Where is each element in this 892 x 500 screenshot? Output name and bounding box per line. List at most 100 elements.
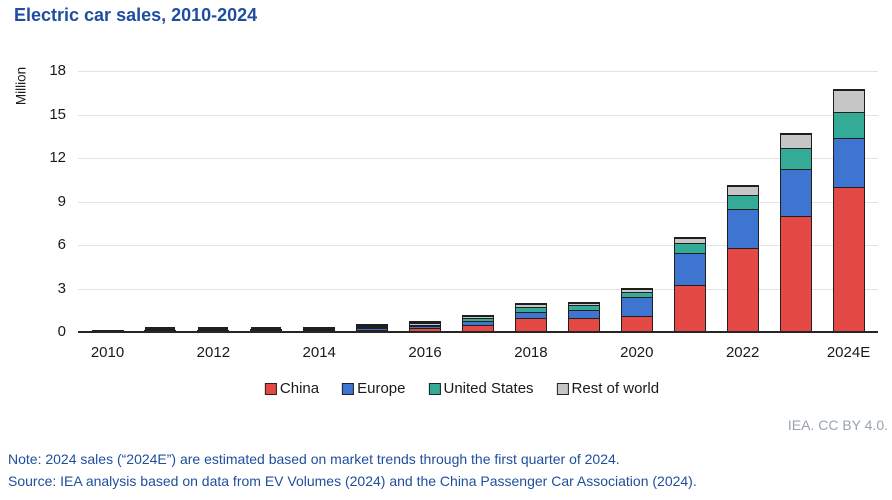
y-axis-label: Million <box>13 66 29 106</box>
bar-segment-china <box>251 330 282 331</box>
bar-segment-united-states <box>410 324 441 327</box>
bar-segment-china <box>515 317 546 331</box>
bar-segment-europe <box>515 311 546 318</box>
bar-segment-china <box>304 330 335 331</box>
bar-2015 <box>356 324 389 332</box>
y-tick-label: 12 <box>49 149 66 166</box>
x-tick-label: 2022 <box>725 344 760 361</box>
bar-segment-united-states <box>674 243 705 253</box>
legend-swatch-united-states <box>428 382 441 395</box>
bar-2024e <box>832 89 865 332</box>
note-line: Note: 2024 sales (“2024E”) are estimated… <box>8 451 620 467</box>
x-tick-label: 2014 <box>302 344 336 361</box>
bar-segment-europe <box>304 329 335 330</box>
y-tick-label: 9 <box>57 192 66 210</box>
x-axis-line <box>78 331 878 333</box>
bar-segment-rest-of-world <box>463 316 493 318</box>
bar-segment-china <box>727 247 758 331</box>
bar-segment-europe <box>833 138 864 188</box>
bar-segment-europe <box>198 329 229 330</box>
bar-segment-rest-of-world <box>568 302 599 305</box>
bar-segment-europe <box>621 297 652 316</box>
bar-segment-rest-of-world <box>251 327 282 328</box>
legend-label: Europe <box>357 380 406 397</box>
y-tick-label: 0 <box>57 323 66 340</box>
gridline <box>78 114 878 116</box>
bar-segment-rest-of-world <box>410 323 441 325</box>
bar-segment-rest-of-world <box>145 327 176 328</box>
y-tick-label: 6 <box>57 236 66 253</box>
bar-2018 <box>514 303 547 332</box>
attribution-text: IEA. CC BY 4.0. <box>787 417 888 433</box>
bar-segment-united-states <box>780 148 811 169</box>
legend-label: China <box>279 380 320 397</box>
gridline <box>78 288 878 290</box>
bar-segment-china <box>674 285 705 331</box>
bar-segment-europe <box>410 326 441 329</box>
bar-segment-china <box>780 216 811 331</box>
gridline <box>78 158 878 159</box>
bar-segment-united-states <box>145 328 176 329</box>
bar-segment-united-states <box>463 317 493 321</box>
bar-segment-united-states <box>515 306 546 312</box>
bar-segment-europe <box>357 328 388 330</box>
bar-segment-china <box>410 328 441 331</box>
legend-item-china: China <box>264 380 320 397</box>
x-tick-label: 2020 <box>620 344 654 361</box>
gridline <box>78 245 878 246</box>
bar-segment-china <box>568 317 599 331</box>
bar-segment-china <box>833 187 864 331</box>
bar-segment-rest-of-world <box>357 325 388 327</box>
bar-segment-europe <box>727 209 758 248</box>
bar-segment-united-states <box>727 194 758 210</box>
legend-item-rest-of-world: Rest of world <box>556 380 660 397</box>
bar-segment-china <box>621 315 652 331</box>
bar-segment-europe <box>251 329 282 330</box>
bar-2021 <box>673 236 706 332</box>
bar-segment-china <box>357 329 388 331</box>
x-tick-label: 2018 <box>514 344 548 361</box>
bar-2023 <box>779 133 812 332</box>
legend-label: United States <box>443 380 534 397</box>
bar-segment-united-states <box>833 111 864 139</box>
legend-item-united-states: United States <box>428 380 534 397</box>
bar-segment-europe <box>780 168 811 217</box>
legend-label: Rest of world <box>571 380 660 397</box>
chart-legend: China Europe United States Rest of world <box>264 380 660 397</box>
y-tick-label: 15 <box>49 105 66 123</box>
bar-segment-rest-of-world <box>621 289 652 293</box>
bar-2022 <box>726 184 759 332</box>
bar-segment-united-states <box>304 328 335 329</box>
bar-segment-rest-of-world <box>727 185 758 195</box>
bar-2017 <box>462 315 494 332</box>
bar-segment-rest-of-world <box>92 330 123 331</box>
bar-segment-europe <box>568 309 599 318</box>
bar-segment-rest-of-world <box>515 304 546 307</box>
bar-segment-united-states <box>568 304 599 310</box>
bar-2019 <box>567 301 600 332</box>
bar-segment-rest-of-world <box>304 327 335 328</box>
bar-segment-rest-of-world <box>674 237 705 244</box>
bar-segment-europe <box>674 252 705 286</box>
bar-segment-rest-of-world <box>833 90 864 112</box>
bar-2020 <box>620 288 653 332</box>
bar-segment-china <box>198 330 229 331</box>
y-tick-label: 18 <box>49 62 66 79</box>
bar-segment-china <box>463 324 493 331</box>
legend-swatch-europe <box>342 382 355 395</box>
bar-segment-europe <box>463 320 493 325</box>
x-tick-label: 2016 <box>408 344 442 361</box>
bar-segment-united-states <box>621 292 652 297</box>
x-tick-label: 2012 <box>196 344 231 361</box>
bar-segment-europe <box>145 329 176 330</box>
bar-segment-united-states <box>357 327 388 329</box>
x-tick-label: 2010 <box>90 344 125 361</box>
legend-swatch-china <box>264 382 277 395</box>
bar-segment-rest-of-world <box>780 134 811 149</box>
footnotes: Note: 2024 sales (“2024E”) are estimated… <box>8 448 697 492</box>
source-line: Source: IEA analysis based on data from … <box>8 473 697 489</box>
gridline <box>78 71 878 72</box>
bar-segment-rest-of-world <box>198 327 229 328</box>
gridline <box>78 201 878 203</box>
